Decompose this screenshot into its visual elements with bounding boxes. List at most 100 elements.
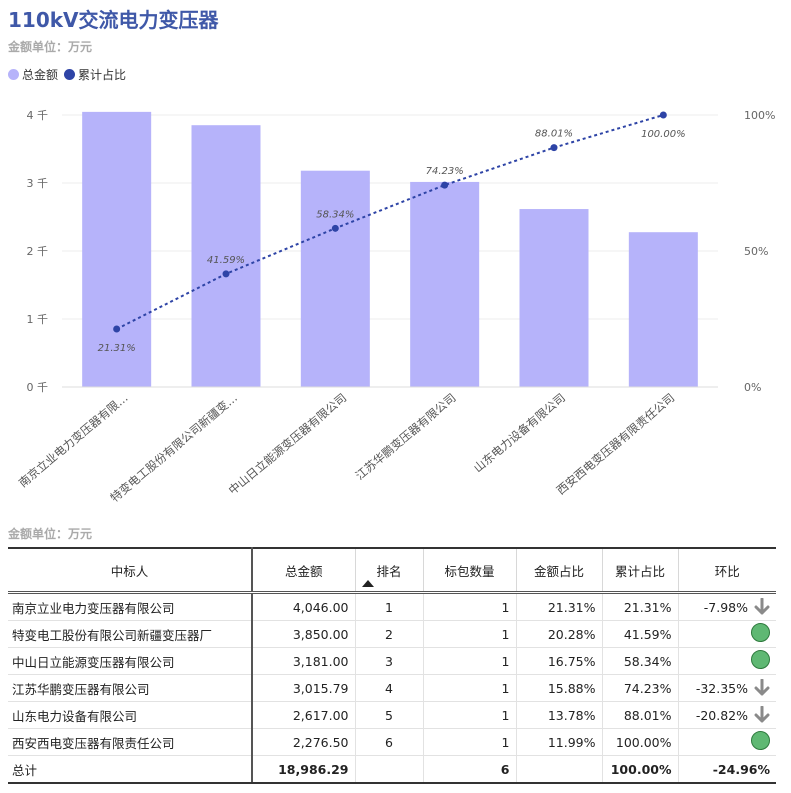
mom-value: -32.35% (695, 680, 748, 696)
mom-indicator (685, 623, 770, 642)
cumulative-point (441, 181, 449, 189)
table-row[interactable]: 江苏华鹏变压器有限公司 3,015.79 4 1 15.88% 74.23% -32.35% (8, 674, 776, 702)
header-amount[interactable]: 总金额 (251, 547, 355, 594)
cell-mom: -20.82% (677, 701, 776, 729)
x-category-label: 中山日立能源变压器有限公司 (226, 391, 350, 498)
mom-value: -7.98% (703, 599, 748, 615)
table-row[interactable]: 中山日立能源变压器有限公司 3,181.00 3 1 16.75% 58.34% (8, 647, 776, 675)
total-amount-share (515, 755, 602, 784)
bar (82, 111, 152, 387)
y-right-tick-label: 100% (744, 109, 775, 122)
cell-package-count: 1 (422, 647, 516, 675)
sort-ascending-icon[interactable] (361, 580, 374, 587)
table-header-row: 中标人 总金额 排名 标包数量 金额占比 累计占比 环比 (8, 547, 776, 594)
bar (410, 181, 480, 387)
cell-amount: 3,015.79 (251, 674, 355, 702)
cumulative-point (659, 111, 667, 119)
cell-package-count: 1 (422, 728, 516, 756)
cumulative-point (550, 144, 558, 152)
cell-winner: 西安西电变压器有限责任公司 (8, 728, 253, 756)
cumulative-line (116, 114, 664, 330)
cell-winner: 山东电力设备有限公司 (8, 701, 253, 729)
total-label: 总计 (8, 755, 253, 784)
table-row[interactable]: 山东电力设备有限公司 2,617.00 5 1 13.78% 88.01% -20.82% (8, 701, 776, 729)
cell-cumulative-share: 21.31% (601, 592, 678, 621)
table-row[interactable]: 特变电工股份有限公司新疆变压器厂 3,850.00 2 1 20.28% 41.59% (8, 620, 776, 648)
cell-package-count: 1 (422, 620, 516, 648)
cell-winner: 特变电工股份有限公司新疆变压器厂 (8, 620, 253, 648)
cell-amount: 3,181.00 (251, 647, 355, 675)
total-rank (354, 755, 423, 784)
y-right-tick-label: 50% (744, 245, 768, 258)
x-category-label: 山东电力设备有限公司 (471, 391, 568, 476)
legend-label-cumulative: 累计占比 (78, 68, 127, 82)
table-total-row: 总计 18,986.29 6 100.00% -24.96% (8, 755, 776, 784)
header-package-count[interactable]: 标包数量 (422, 547, 516, 594)
cell-rank: 1 (354, 592, 423, 621)
cell-amount-share: 21.31% (515, 592, 602, 621)
header-amount-share[interactable]: 金额占比 (515, 547, 602, 594)
x-category-label: 特变电工股份有限公司新疆变… (108, 391, 240, 505)
header-mom[interactable]: 环比 (677, 547, 776, 594)
arrow-down-icon (754, 678, 770, 697)
header-rank[interactable]: 排名 (354, 547, 423, 594)
mom-indicator: -20.82% (685, 705, 771, 724)
cell-rank: 2 (354, 620, 423, 648)
y-left-tick-label: 3 千 (27, 177, 49, 190)
cell-mom: -7.98% (677, 592, 776, 621)
cell-cumulative-share: 58.34% (601, 647, 678, 675)
status-ok-icon (751, 623, 770, 642)
cell-package-count: 1 (422, 701, 516, 729)
total-mom: -24.96% (677, 755, 776, 784)
total-amount: 18,986.29 (251, 755, 355, 784)
cell-winner: 中山日立能源变压器有限公司 (8, 647, 253, 675)
cell-mom: -32.35% (677, 674, 776, 702)
mom-indicator: -7.98% (685, 597, 771, 616)
y-left-tick-label: 0 千 (27, 381, 49, 394)
x-category-label: 西安西电变压器有限责任公司 (554, 391, 678, 498)
cell-package-count: 1 (422, 674, 516, 702)
cell-amount: 2,617.00 (251, 701, 355, 729)
bar (519, 209, 589, 387)
legend-item-cumulative[interactable]: 累计占比 (64, 66, 126, 83)
legend-swatch-cumulative (64, 69, 76, 80)
status-ok-icon (751, 650, 770, 669)
status-ok-icon (751, 731, 770, 750)
arrow-down-icon (754, 597, 770, 616)
bar (628, 232, 698, 387)
page-title: 110kV交流电力变压器 (8, 8, 219, 32)
y-left-tick-label: 4 千 (27, 109, 49, 122)
cumulative-data-label: 74.23% (426, 166, 464, 177)
cell-mom (677, 620, 776, 648)
cumulative-data-label: 41.59% (207, 255, 245, 266)
table-row[interactable]: 西安西电变压器有限责任公司 2,276.50 6 1 11.99% 100.00% (8, 728, 776, 756)
cell-rank: 6 (354, 728, 423, 756)
cell-amount: 2,276.50 (251, 728, 355, 756)
total-cumulative-share: 100.00% (601, 755, 678, 784)
cell-mom (677, 728, 776, 756)
table-row[interactable]: 南京立业电力变压器有限公司 4,046.00 1 1 21.31% 21.31% -7.98… (8, 592, 776, 621)
y-left-tick-label: 2 千 (27, 245, 49, 258)
header-winner[interactable]: 中标人 (8, 547, 253, 594)
legend-item-amount[interactable]: 总金额 (8, 66, 58, 83)
cell-winner: 南京立业电力变压器有限公司 (8, 592, 253, 621)
cell-mom (677, 647, 776, 675)
mom-value: -20.82% (695, 707, 748, 723)
legend-swatch-amount (8, 69, 19, 80)
cumulative-point (222, 270, 230, 278)
cell-cumulative-share: 88.01% (601, 701, 678, 729)
total-package-count: 6 (422, 755, 516, 784)
table-unit-label: 金额单位：万元 (8, 527, 93, 541)
winner-table: 中标人 总金额 排名 标包数量 金额占比 累计占比 环比 南京立业电力变压器有限… (8, 547, 776, 784)
legend-label-amount: 总金额 (22, 68, 59, 82)
cell-amount: 3,850.00 (251, 620, 355, 648)
cell-amount-share: 11.99% (515, 728, 602, 756)
cell-amount-share: 13.78% (515, 701, 602, 729)
mom-indicator: -32.35% (685, 678, 771, 697)
arrow-down-icon (754, 705, 770, 724)
y-right-tick-label: 0% (744, 381, 761, 394)
header-cumulative-share[interactable]: 累计占比 (601, 547, 678, 594)
pareto-chart: 0 千 1 千 2 千 3 千 4 千 0% 50% 100% 21.31% 41.59% 58.3… (16, 109, 776, 505)
cell-cumulative-share: 41.59% (601, 620, 678, 648)
cumulative-point (113, 325, 121, 333)
